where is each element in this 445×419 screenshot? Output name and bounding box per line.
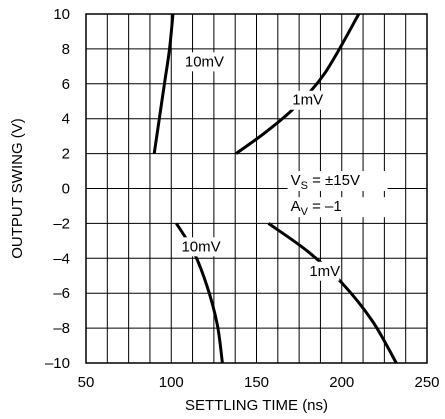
condition-value: = ±15V [308, 172, 360, 189]
x-tick-label: 200 [329, 374, 354, 391]
curve-label: 1mV [309, 263, 340, 280]
x-tick-label: 100 [159, 374, 184, 391]
condition-value: = –1 [308, 198, 342, 215]
condition-symbol: A [291, 198, 301, 215]
curve-0-10mv [152, 13, 175, 154]
condition-label: AV = –1 [291, 198, 342, 218]
y-axis-label: OUTPUT SWING (V) [9, 118, 26, 259]
x-axis-label: SETTLING TIME (ns) [185, 397, 328, 414]
y-tick-label: –6 [53, 285, 70, 302]
y-tick-label: 8 [62, 41, 70, 58]
y-tick-label: 6 [62, 76, 70, 93]
y-tick-label: 4 [62, 111, 70, 128]
plot-frame [85, 13, 428, 364]
curve-label-bg [178, 237, 221, 257]
y-tick-labels: 10 8 6 4 2 0 –2 –4 –6 –8 –10 [45, 6, 70, 372]
y-tick-label: –2 [53, 215, 70, 232]
y-tick-label: –8 [53, 320, 70, 337]
y-tick-label: –4 [53, 250, 70, 267]
y-tick-label: 2 [62, 146, 70, 163]
curve-label: 10mV [181, 238, 220, 255]
y-tick-label: 10 [53, 6, 70, 23]
curve-label-bg [306, 261, 340, 281]
condition-subscript: S [301, 180, 308, 192]
x-tick-label: 150 [244, 374, 269, 391]
condition-label: VS = ±15V [291, 172, 360, 192]
x-tick-labels: 50 100 150 200 250 [78, 374, 440, 391]
x-tick-label: 250 [414, 374, 439, 391]
curve-label-bg [289, 90, 323, 110]
y-tick-label: –10 [45, 355, 70, 372]
condition-bg [287, 197, 388, 218]
curve-label-bg [181, 52, 224, 72]
condition-symbol: V [291, 172, 301, 189]
condition-bg [287, 171, 388, 192]
condition-subscript: V [301, 206, 309, 218]
x-tick-label: 50 [78, 374, 95, 391]
y-tick-label: 0 [62, 181, 70, 198]
curve-3-1mv [267, 222, 398, 364]
curve-label: 1mV [292, 92, 323, 109]
curve-label: 10mV [185, 53, 224, 70]
